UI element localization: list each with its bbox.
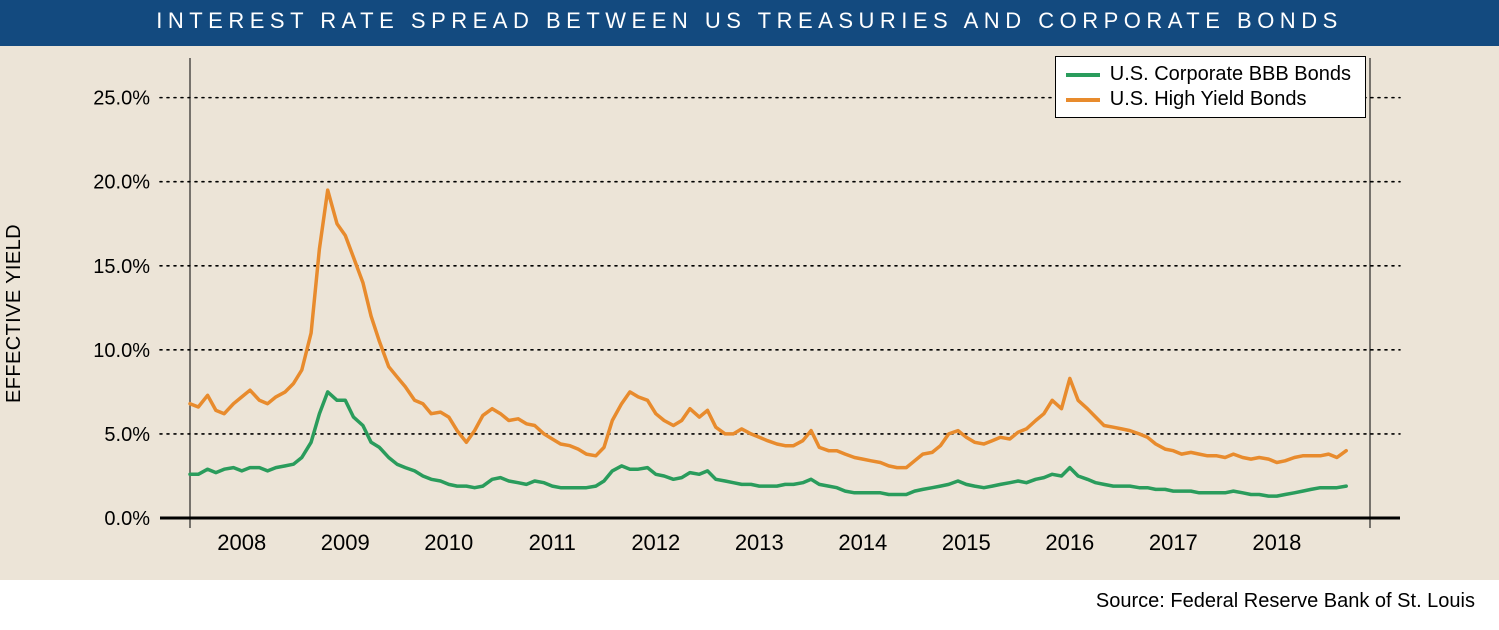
legend-label-highyield: U.S. High Yield Bonds	[1110, 88, 1307, 111]
svg-text:2018: 2018	[1252, 530, 1301, 555]
legend-item-highyield: U.S. High Yield Bonds	[1066, 88, 1351, 111]
chart-source: Source: Federal Reserve Bank of St. Loui…	[0, 580, 1499, 627]
chart-svg: 0.0% 5.0% 10.0% 15.0% 20.0% 25.0% 2008 2009 2010…	[28, 46, 1499, 580]
chart-title: INTEREST RATE SPREAD BETWEEN US TREASURI…	[156, 8, 1343, 33]
legend-label-bbb: U.S. Corporate BBB Bonds	[1110, 63, 1351, 86]
svg-text:2014: 2014	[838, 530, 887, 555]
svg-text:2008: 2008	[217, 530, 266, 555]
svg-text:2013: 2013	[735, 530, 784, 555]
svg-text:2015: 2015	[942, 530, 991, 555]
svg-text:2016: 2016	[1045, 530, 1094, 555]
chart-area: EFFECTIVE YIELD 0.0% 5.0% 10.0% 15.0% 20.0% 2…	[0, 46, 1499, 580]
svg-text:10.0%: 10.0%	[93, 340, 150, 362]
chart-title-bar: INTEREST RATE SPREAD BETWEEN US TREASURI…	[0, 0, 1499, 46]
y-axis-label-wrap: EFFECTIVE YIELD	[0, 46, 28, 580]
series-bbb	[190, 392, 1346, 496]
legend-swatch-bbb	[1066, 73, 1100, 77]
y-axis-label: EFFECTIVE YIELD	[3, 223, 26, 402]
legend: U.S. Corporate BBB BondsU.S. High Yield …	[1055, 56, 1366, 118]
svg-text:0.0%: 0.0%	[104, 508, 150, 530]
svg-text:2012: 2012	[631, 530, 680, 555]
svg-text:2011: 2011	[529, 530, 576, 555]
svg-text:2009: 2009	[321, 530, 370, 555]
svg-text:2010: 2010	[424, 530, 473, 555]
legend-swatch-highyield	[1066, 98, 1100, 102]
svg-text:2017: 2017	[1149, 530, 1198, 555]
legend-item-bbb: U.S. Corporate BBB Bonds	[1066, 63, 1351, 86]
svg-text:25.0%: 25.0%	[93, 88, 150, 110]
svg-text:5.0%: 5.0%	[104, 424, 150, 446]
chart-svg-wrap: 0.0% 5.0% 10.0% 15.0% 20.0% 25.0% 2008 2009 2010…	[28, 46, 1499, 580]
svg-text:15.0%: 15.0%	[93, 256, 150, 278]
svg-text:20.0%: 20.0%	[93, 172, 150, 194]
